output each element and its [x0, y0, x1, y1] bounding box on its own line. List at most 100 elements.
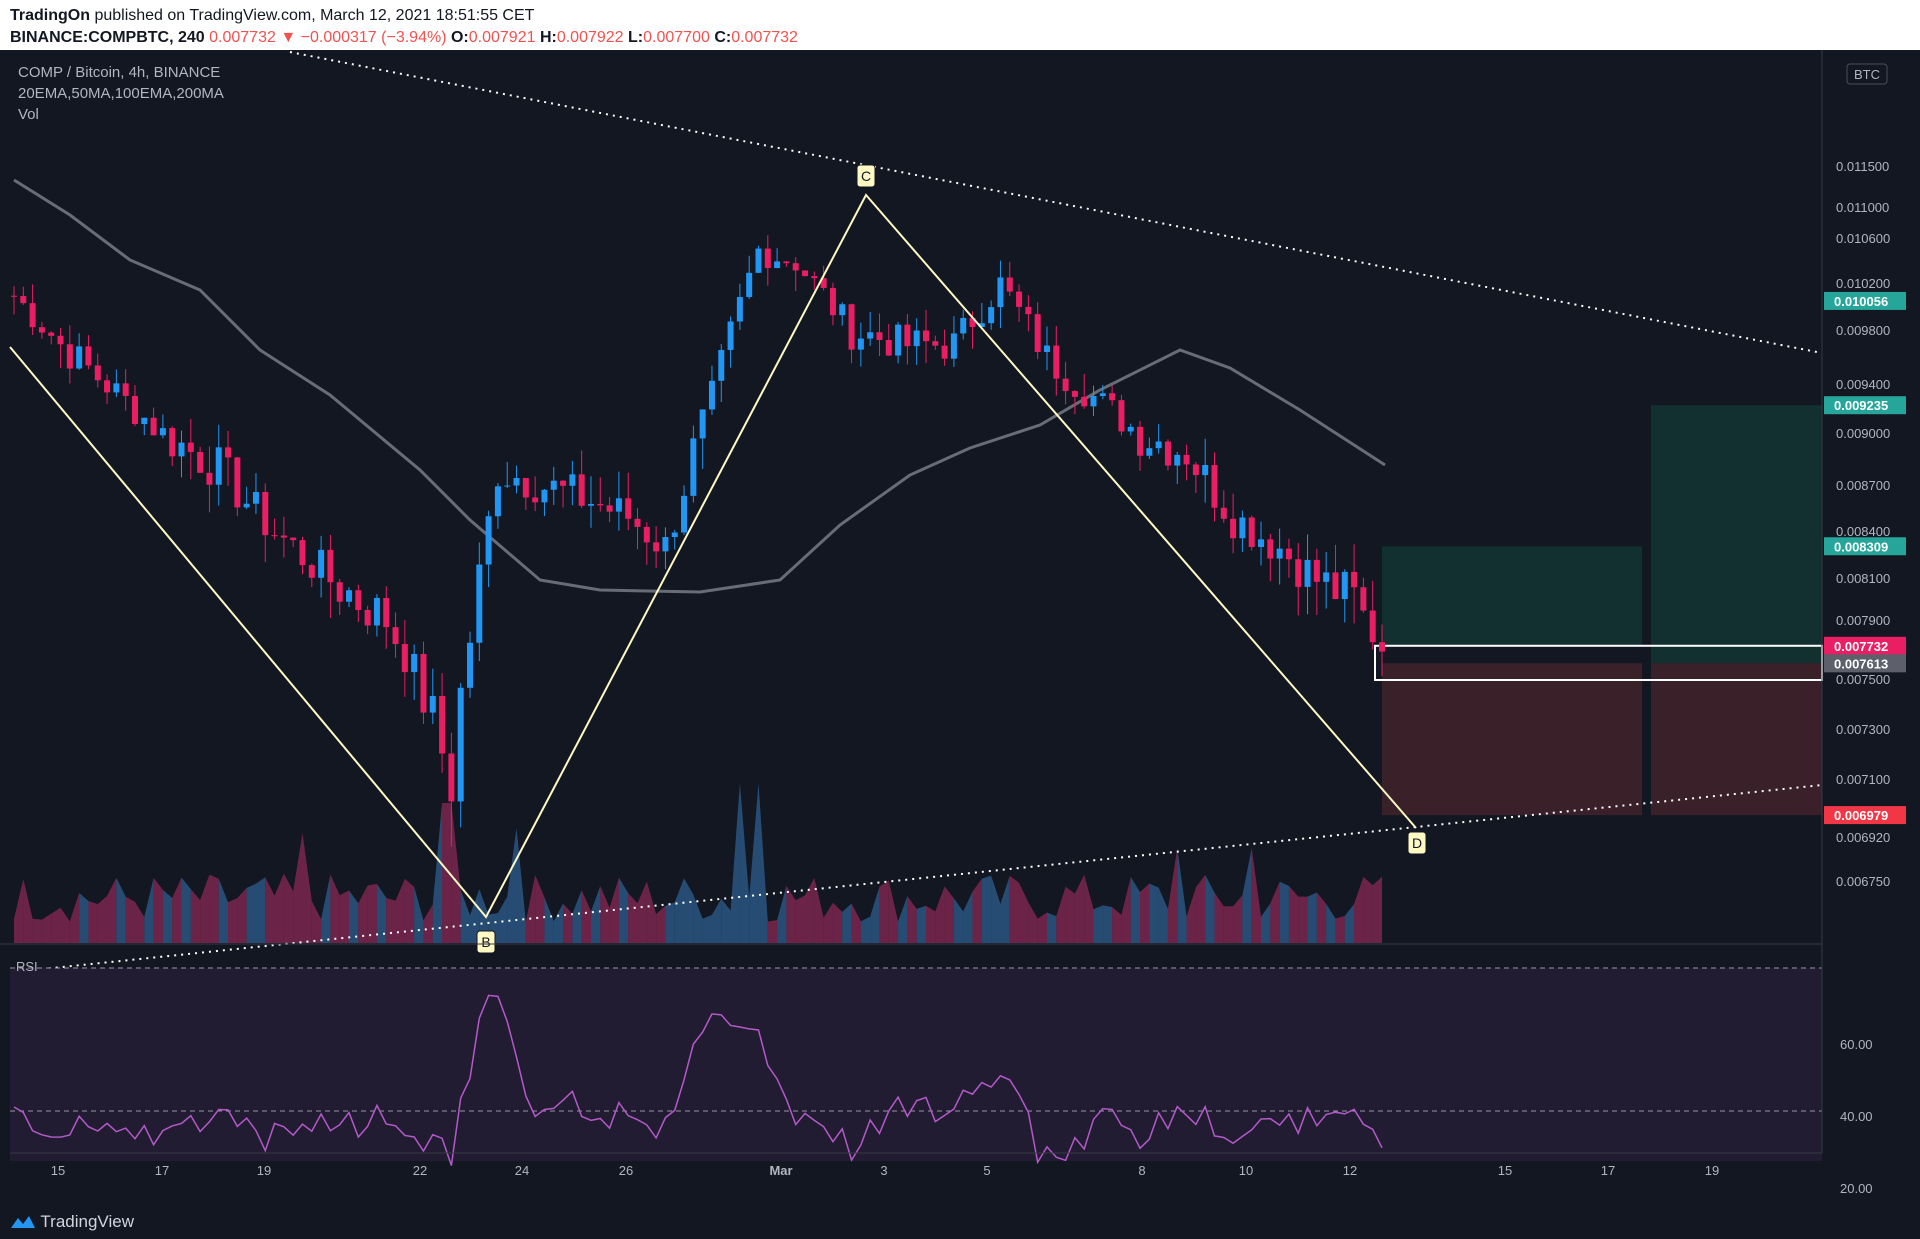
candle-body [1174, 454, 1181, 466]
pattern-point-badge [856, 164, 876, 188]
candle-body [1025, 306, 1032, 315]
volume-area-segment [795, 895, 806, 943]
open-value: 0.007921 [468, 29, 536, 46]
volume-area-segment [898, 896, 908, 943]
candle-body [783, 261, 790, 264]
footer-logo[interactable]: TradingView [10, 1212, 134, 1232]
candle-body [1323, 572, 1330, 582]
volume-area-segment [721, 898, 731, 943]
candle-body [1239, 517, 1246, 539]
ohlc-line: BINANCE:COMPBTC, 240 0.007732 ▼ −0.00031… [10, 29, 798, 47]
footer: TradingView [0, 1203, 1920, 1239]
volume-area-segment [395, 878, 405, 943]
legend-title[interactable]: COMP / Bitcoin, 4h, BINANCE [18, 64, 220, 81]
candle-body [169, 428, 176, 457]
price-chart[interactable]: B C D RSI 0.011500 0.011000 0.010600 0.010200… [0, 50, 1920, 1203]
rsi-tick-label: 40.00 [1840, 1109, 1873, 1124]
volume-area-segment [600, 886, 610, 943]
candle-body [1258, 539, 1265, 548]
candle-body [960, 317, 967, 334]
candle-body [1071, 391, 1078, 397]
candle-body [969, 317, 976, 327]
volume-area-segment [563, 903, 573, 943]
volume-area-segment [1149, 883, 1159, 943]
close-value: 0.007732 [731, 29, 798, 46]
pattern-layer[interactable]: B C D [9, 51, 1823, 973]
volume-area-segment [69, 892, 80, 943]
volume-layer [14, 783, 1382, 943]
rsi-axis[interactable]: 60.00 40.00 20.00 [1840, 1037, 1873, 1196]
volume-area-segment [1177, 848, 1187, 943]
tradingview-logo-icon [11, 1216, 35, 1228]
volume-area-segment [311, 900, 322, 943]
author-name[interactable]: TradingOn [10, 7, 90, 24]
rsi-band-background [10, 968, 1822, 1161]
volume-area-segment [1102, 905, 1113, 943]
volume-area-segment [228, 898, 238, 943]
candle-body [346, 590, 353, 602]
volume-area-segment [1242, 848, 1252, 943]
date-tick-label: 10 [1239, 1163, 1253, 1178]
volume-area-segment [842, 903, 852, 943]
symbol-name: BINANCE:COMPBTC, 240 [10, 29, 205, 46]
candle-body [1211, 464, 1218, 508]
volume-area-segment [1093, 905, 1103, 943]
volume-area-segment [1344, 904, 1355, 943]
volume-area-segment [423, 904, 433, 943]
volume-area-segment [1056, 886, 1066, 943]
volume-area-segment [991, 875, 1001, 943]
volume-area-segment [777, 885, 787, 943]
date-tick-label: 19 [1705, 1163, 1719, 1178]
legend-indicators[interactable]: 20EMA,50MA,100EMA,200MA [18, 85, 224, 102]
candle-body [29, 303, 36, 328]
currency-badge[interactable] [1846, 63, 1888, 85]
candle-body [308, 565, 315, 578]
volume-area-segment [814, 877, 824, 943]
candle-body [857, 338, 864, 350]
volume-area-segment [739, 783, 750, 943]
price-marker-tag [1824, 636, 1906, 655]
candle-body [550, 480, 557, 490]
candle-body [411, 653, 418, 673]
volume-area-segment [758, 783, 768, 943]
candle-body [1313, 559, 1320, 582]
candle-body [876, 332, 883, 340]
candle-body [1164, 441, 1171, 466]
candle-body [355, 590, 362, 610]
volume-area-segment [665, 902, 675, 943]
legend-volume[interactable]: Vol [18, 106, 39, 123]
volume-area-segment [916, 905, 926, 943]
volume-area-segment [544, 897, 554, 943]
volume-area-segment [376, 883, 387, 943]
price-marker-tag [1824, 291, 1906, 310]
candle-body [187, 442, 194, 452]
candle-body [85, 346, 92, 366]
volume-area-segment [1186, 887, 1196, 943]
candle-body [978, 323, 985, 327]
volume-area-segment [200, 874, 210, 943]
date-axis[interactable]: 15 17 19 22 24 26 Mar 3 5 8 10 12 15 17 19 [51, 1163, 1719, 1178]
price-axis[interactable]: 0.011500 0.011000 0.010600 0.010200 0.009800… [1836, 159, 1890, 889]
price-tick-label: 0.006920 [1836, 830, 1890, 845]
candle-body [420, 653, 427, 713]
volume-area-segment [1009, 875, 1020, 943]
volume-area-segment [749, 783, 759, 943]
candle-body [504, 485, 511, 487]
volume-area-segment [981, 875, 992, 943]
volume-area-segment [1223, 906, 1234, 943]
candle-body [1109, 393, 1116, 401]
candles-layer [11, 235, 1385, 847]
moving-average-layer [13, 178, 1386, 594]
volume-area-segment [637, 881, 647, 943]
volume-area-segment [693, 894, 703, 943]
candle-body [290, 537, 297, 541]
volume-area-segment [730, 783, 740, 943]
candle-body [1137, 426, 1144, 456]
candle-body [1183, 454, 1190, 465]
candle-body [513, 478, 520, 486]
candle-body [131, 395, 138, 425]
candle-body [1304, 559, 1311, 587]
candle-body [634, 518, 641, 527]
date-tick-label: 15 [51, 1163, 65, 1178]
volume-area-segment [162, 889, 173, 943]
